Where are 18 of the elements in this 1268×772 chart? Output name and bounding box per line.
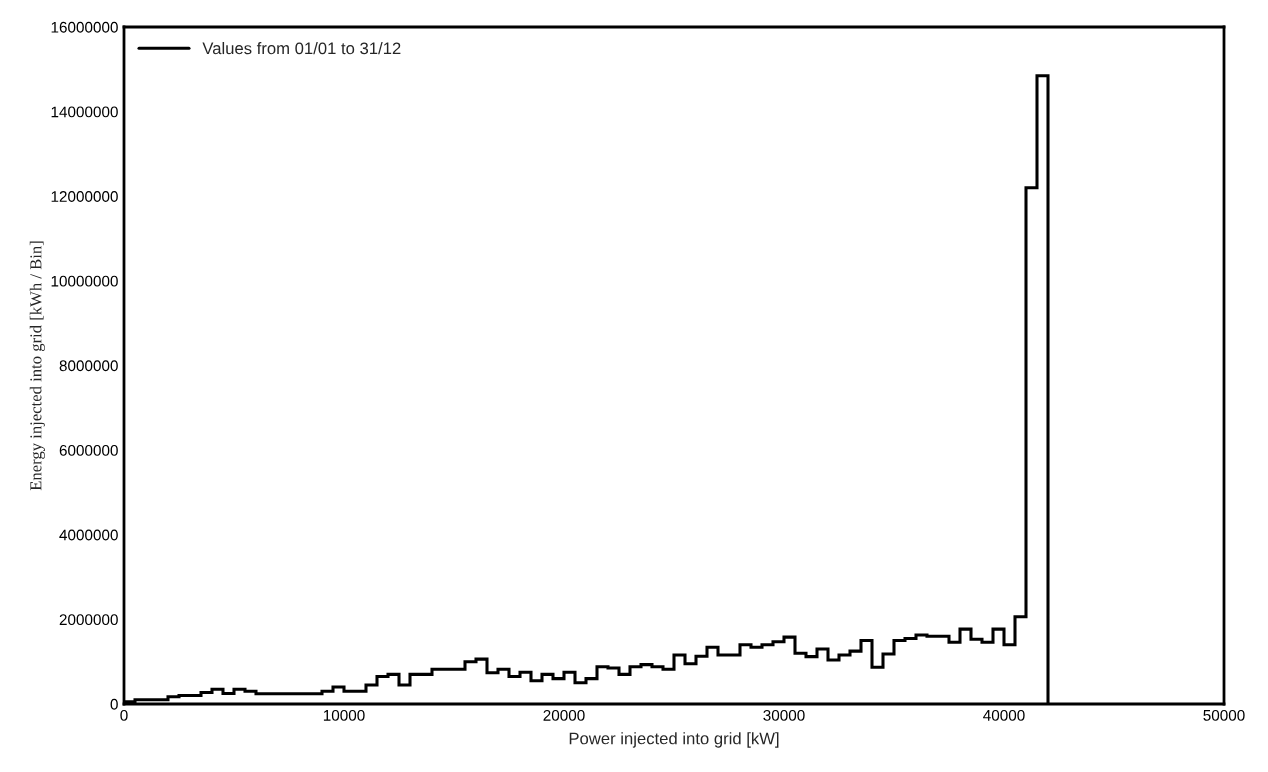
- y-tick-label: 4000000: [59, 529, 118, 541]
- y-tick-label: 12000000: [51, 191, 118, 202]
- y-tick-label: 6000000: [59, 444, 118, 456]
- y-axis-title: Energy injected into grid [kWh / Bin]: [29, 241, 45, 491]
- y-tick-label: 10000000: [51, 275, 118, 287]
- x-tick-label: 0: [120, 709, 128, 721]
- x-axis-title: Power injected into grid [kW]: [569, 732, 779, 748]
- y-tick-label: 0: [110, 698, 118, 710]
- legend-label: Values from 01/01 to 31/12: [202, 42, 401, 55]
- y-tick-label: 8000000: [59, 360, 118, 372]
- y-tick-label: 14000000: [51, 106, 118, 118]
- y-tick-label: 2000000: [59, 614, 118, 626]
- y-tick-label: 16000000: [51, 21, 118, 33]
- x-tick-label: 20000: [543, 709, 585, 721]
- x-tick-label: 40000: [983, 709, 1025, 721]
- x-tick-label: 10000: [323, 709, 365, 721]
- x-tick-label: 30000: [763, 709, 805, 721]
- x-tick-label: 50000: [1203, 709, 1245, 721]
